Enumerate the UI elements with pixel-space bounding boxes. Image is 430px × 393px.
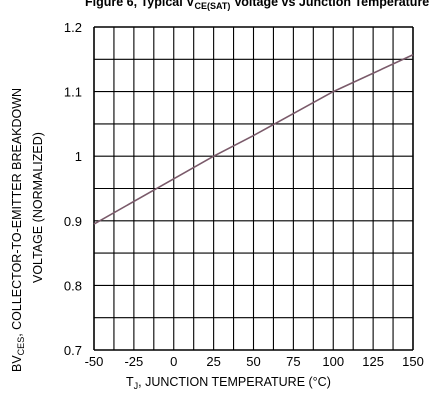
y-axis-label-prefix: BV — [10, 355, 24, 372]
series-layer — [93, 54, 414, 225]
chart-title-prefix: Figure 6, Typical V — [85, 0, 195, 9]
x-tick-label: 0 — [170, 354, 177, 369]
y-axis-label-suffix: , COLLECTOR-TO-EMITTER BREAKDOWN — [10, 88, 24, 337]
y-axis-label-line-2: VOLTAGE (NORMALIZED) — [31, 132, 45, 283]
x-tick-label: 125 — [362, 354, 384, 369]
plot-grid — [93, 26, 414, 351]
tick-labels: -50 -25 0 25 50 75 100 125 150 0.7 0.8 0.9 1 1.1 1.2 — [64, 20, 424, 369]
chart-title: Figure 6, Typical VCE(SAT) Voltage vs Ju… — [85, 0, 429, 11]
x-tick-label: 75 — [286, 354, 300, 369]
chart-title-subscript: CE(SAT) — [195, 1, 231, 11]
y-axis-label-subscript: CES — [16, 337, 26, 356]
y-axis-label-line-1: BVCES, COLLECTOR-TO-EMITTER BREAKDOWN — [10, 88, 26, 372]
series-line — [93, 54, 414, 225]
x-axis-label: TJ, JUNCTION TEMPERATURE (°C) — [126, 375, 331, 391]
x-tick-label: -50 — [85, 354, 104, 369]
x-axis-label-prefix: T — [126, 375, 134, 389]
x-tick-label: 25 — [206, 354, 220, 369]
x-tick-label: 50 — [246, 354, 260, 369]
y-tick-label: 0.7 — [64, 343, 82, 358]
y-tick-label: 0.9 — [64, 214, 82, 229]
x-axis-label-subscript: J — [134, 381, 139, 391]
y-tick-label: 0.8 — [64, 278, 82, 293]
chart-title-suffix: Voltage vs Junction Temperature — [230, 0, 429, 9]
y-tick-label: 1 — [75, 149, 82, 164]
x-axis-label-suffix: , JUNCTION TEMPERATURE (°C) — [138, 375, 331, 389]
x-tick-label: -25 — [124, 354, 143, 369]
x-tick-label: 150 — [402, 354, 424, 369]
y-tick-label: 1.2 — [64, 20, 82, 35]
x-tick-label: 100 — [322, 354, 344, 369]
y-tick-label: 1.1 — [64, 85, 82, 100]
